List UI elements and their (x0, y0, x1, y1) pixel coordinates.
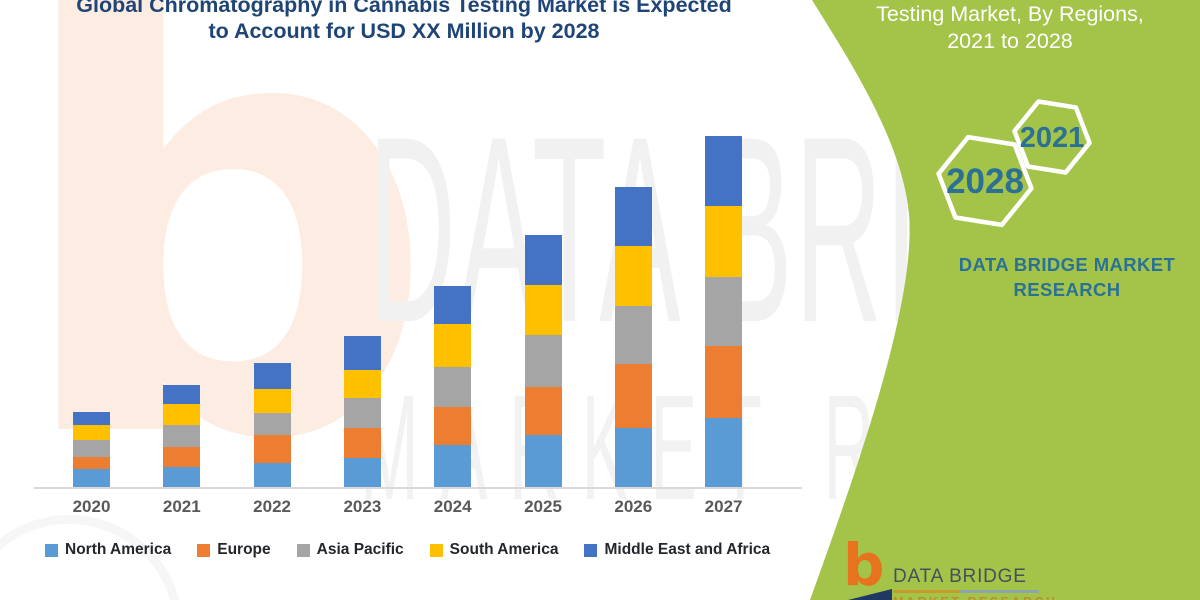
chart-title-line2: to Account for USD XX Million by 2028 (208, 19, 600, 43)
bar-segment (163, 467, 201, 487)
bar-segment (434, 286, 472, 324)
legend-swatch (429, 543, 443, 557)
x-axis-line (34, 487, 802, 489)
bar-segment (73, 469, 110, 487)
brand-text-line1: DATA BRIDGE MARKET (958, 254, 1176, 275)
hexagon-2028: 2028 (936, 134, 1034, 228)
hexagon-2021-label: 2021 (1020, 122, 1085, 154)
legend-item: North America (45, 541, 171, 559)
bar-segment (524, 387, 562, 435)
dbmr-logo-subtext: MARKET RESEARCH (893, 595, 1058, 600)
bar-segment (705, 346, 743, 418)
bar-segment (253, 413, 291, 435)
legend-item: Europe (197, 541, 271, 559)
bar-segment (343, 336, 381, 370)
legend-label: North America (65, 541, 172, 558)
bar-segment (524, 285, 562, 335)
dbmr-logo: b DATA BRIDGE MARKET RESEARCH (836, 536, 1096, 600)
x-axis-label: 2025 (524, 497, 562, 516)
bar-segment (73, 425, 110, 440)
legend-label: Middle East and Africa (604, 541, 771, 558)
brand-text-line2: RESEARCH (1013, 279, 1121, 300)
chart-title: Global Chromatography in Cannabis Testin… (0, 0, 808, 44)
x-axis-label: 2022 (253, 497, 291, 516)
bar-segment (253, 463, 291, 487)
bar-segment (163, 385, 201, 404)
bar-segment (705, 418, 743, 487)
legend-item: Middle East and Africa (584, 541, 770, 559)
dbmr-logo-underline (893, 590, 1039, 593)
hexagon-2021: 2021 (1012, 99, 1092, 175)
hexagon-2028-label: 2028 (946, 162, 1024, 201)
legend-item: South America (429, 541, 559, 559)
x-axis-label: 2021 (162, 497, 201, 516)
bar-segment (614, 364, 652, 428)
dbmr-logo-b-icon: b (843, 531, 885, 599)
bar-segment (343, 428, 381, 458)
bar-segment (73, 457, 110, 469)
chart-legend: North America Europe Asia Pacific South Ame… (45, 541, 770, 559)
x-axis-label: 2024 (433, 497, 472, 516)
bar-segment (343, 370, 381, 398)
legend-swatch (584, 543, 598, 557)
dbmr-logo-name: DATA BRIDGE (893, 566, 1027, 587)
bar-segment (343, 458, 381, 487)
bar-segment (705, 136, 743, 206)
bar-segment (163, 425, 201, 447)
bar-segment (705, 277, 743, 346)
bar-segment (253, 389, 291, 413)
bar-segment (705, 206, 743, 277)
bar-segment (614, 306, 652, 364)
bar-segment (73, 440, 110, 457)
panel-heading-line1: Testing Market, By Regions, (876, 2, 1144, 26)
bar-segment (343, 398, 381, 428)
bar-segment (614, 187, 652, 246)
legend-item: Asia Pacific (296, 541, 404, 559)
bar-segment (434, 324, 472, 367)
chart-title-line1: Global Chromatography in Cannabis Testin… (76, 0, 732, 17)
legend-swatch (296, 543, 310, 557)
green-panel-shape (810, 0, 1200, 600)
bar-chart: 2020 2021 2022 2023 2024 2025 2026 2027 (72, 136, 743, 516)
bar-segment (73, 412, 110, 425)
bar-segment (434, 407, 472, 445)
bar-segment (434, 445, 472, 487)
bar-segment (614, 428, 652, 487)
legend-label: South America (449, 541, 559, 558)
bar-segment (253, 363, 291, 389)
x-axis-label: 2020 (72, 497, 111, 516)
legend-swatch (45, 543, 58, 557)
panel-heading-line2: 2021 to 2028 (947, 29, 1073, 53)
bar-segment (524, 235, 562, 285)
legend-swatch (197, 543, 211, 557)
legend-label: Asia Pacific (316, 541, 404, 558)
bar-segment (163, 447, 201, 467)
bar-segment (614, 246, 652, 306)
bar-segment (253, 435, 291, 463)
x-axis-label: 2026 (614, 497, 653, 516)
x-axis-label: 2027 (704, 497, 743, 516)
panel-heading: Testing Market, By Regions, 2021 to 2028 (842, 1, 1178, 55)
bar-segment (434, 367, 472, 407)
x-axis-label: 2023 (343, 497, 382, 516)
brand-text: DATA BRIDGE MARKET RESEARCH (942, 252, 1192, 302)
bar-segment (163, 404, 201, 425)
legend-label: Europe (217, 541, 271, 558)
bar-segment (524, 435, 562, 487)
bar-segment (524, 335, 562, 387)
